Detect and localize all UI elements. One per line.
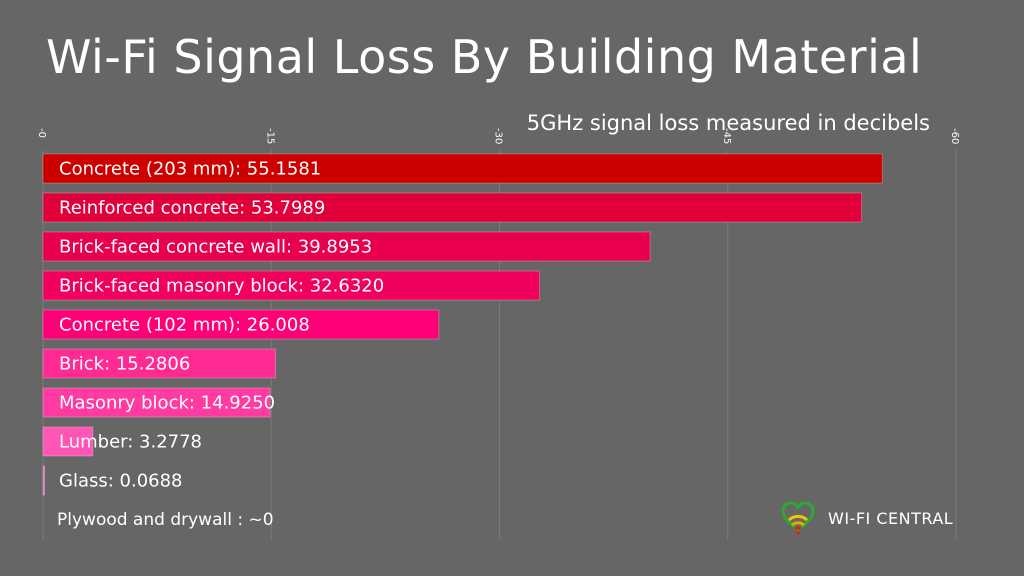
x-tick-label: -15 bbox=[264, 128, 275, 144]
bar-data-label: Lumber: 3.2778 bbox=[59, 432, 202, 453]
chart-subtitle: 5GHz signal loss measured in decibels bbox=[526, 111, 930, 135]
x-tick-label: -0 bbox=[36, 128, 47, 138]
bar-data-label: Glass: 0.0688 bbox=[59, 471, 183, 492]
brand-name: WI-FI CENTRAL bbox=[828, 508, 954, 528]
bar-data-label: Masonry block: 14.9250 bbox=[59, 393, 275, 414]
bar-data-label: Brick-faced masonry block: 32.6320 bbox=[59, 276, 384, 297]
footnote: Plywood and drywall : ~0 bbox=[57, 510, 274, 530]
x-tick-label: -30 bbox=[493, 128, 504, 144]
bar bbox=[42, 231, 651, 262]
chart-title: Wi-Fi Signal Loss By Building Material bbox=[46, 30, 923, 84]
x-tick-label: -60 bbox=[949, 128, 960, 144]
bar bbox=[42, 387, 271, 418]
bar bbox=[42, 309, 440, 340]
x-axis-ticks: -0 -15 -30 -45 -60 bbox=[36, 128, 960, 144]
bar bbox=[42, 348, 277, 379]
bar bbox=[42, 192, 863, 223]
bar-data-label: Concrete (102 mm): 26.008 bbox=[59, 315, 310, 336]
bar-data-label: Brick-faced concrete wall: 39.8953 bbox=[59, 237, 372, 258]
bars bbox=[42, 153, 883, 496]
bar-labels: Concrete (203 mm): 55.1581 Reinforced con… bbox=[59, 159, 384, 492]
bar bbox=[42, 465, 45, 496]
bar-data-label: Reinforced concrete: 53.7989 bbox=[59, 198, 325, 219]
bar-data-label: Concrete (203 mm): 55.1581 bbox=[59, 159, 321, 180]
brand-logo: WI-FI CENTRAL bbox=[780, 500, 953, 536]
x-tick-label: -45 bbox=[721, 128, 732, 144]
bar bbox=[42, 426, 94, 457]
bar bbox=[42, 270, 541, 301]
bar-data-label: Brick: 15.2806 bbox=[59, 354, 190, 375]
heart-wifi-icon bbox=[781, 501, 815, 535]
bar bbox=[42, 153, 883, 184]
